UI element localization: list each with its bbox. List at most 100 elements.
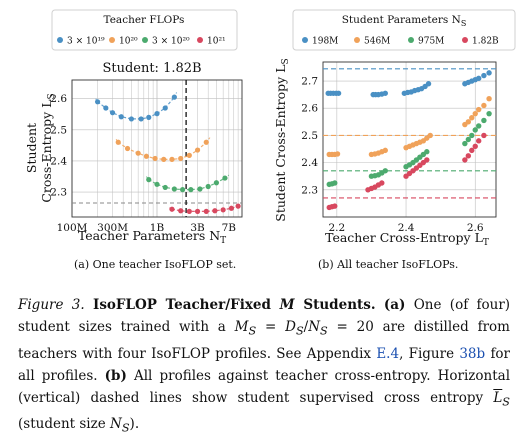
left-y-label-line2: Cross-Entropy LS [39,93,57,202]
left-x-tick-label: 1B [150,222,165,234]
left-point-1 [152,155,158,162]
right-point-3 [472,143,478,149]
right-point-0 [382,90,388,96]
right-point-2 [465,136,472,143]
left-point-0 [103,105,109,111]
right-point-1 [486,96,492,102]
left-point-0 [138,116,144,122]
right-y-label: Student Cross-Entropy LS [273,58,291,221]
left-point-0 [118,114,124,120]
right-x-tick-label: 2.2 [328,222,345,234]
right-y-tick-label: 2.5 [301,130,318,142]
left-point-0 [109,110,116,116]
right-point-3 [469,147,475,154]
left-legend-marker-1 [109,37,115,43]
left-point-1 [186,152,192,158]
figure-caption: Figure 3. IsoFLOP Teacher/Fixed M Studen… [18,294,510,440]
left-point-3 [178,208,184,214]
right-point-1 [382,147,388,154]
right-point-3 [481,132,487,139]
left-point-0 [128,116,135,122]
left-plot-area: 2.3 2.4 2.5 2.6 100M 300M 1B 3B 7B [50,79,243,234]
left-point-1 [194,147,201,153]
right-point-1 [472,110,478,117]
right-point-1 [427,132,433,139]
left-y-tick-label: 2.6 [50,93,67,105]
right-legend-label-1: 546M [364,37,390,47]
left-point-1 [161,156,167,162]
right-legend-label-3: 1.82B [472,37,499,47]
left-point-3 [203,208,209,214]
left-point-3 [194,208,201,214]
left-point-1 [169,156,175,162]
right-y-tick-label: 2.6 [301,103,318,115]
right-x-tick-label: 2.6 [467,222,484,234]
right-point-0 [481,72,487,79]
left-x-label: Teacher Parameters NT [78,228,226,246]
right-point-0 [425,81,432,87]
left-point-2 [205,183,211,190]
left-legend: Teacher FLOPs 3 × 10¹⁹ 10²⁰ 3 × 10²⁰ 10²… [51,9,238,51]
left-point-2 [162,184,168,191]
left-legend-label-3: 10²¹ [207,37,226,47]
left-point-3 [235,203,241,209]
right-point-1 [469,115,475,121]
right-point-1 [476,106,482,113]
left-y-label-line1: Student [24,123,39,173]
right-point-1 [481,102,487,109]
left-point-2 [171,186,177,192]
left-point-1 [143,153,149,159]
figure-link[interactable]: 38b [459,345,486,362]
caption-title: IsoFLOP Teacher/Fixed M Students. [93,297,376,313]
left-point-0 [162,105,168,111]
left-legend-marker-3 [197,37,203,43]
right-point-2 [332,180,338,186]
right-point-3 [332,203,338,209]
left-legend-label-2: 3 × 10²⁰ [152,37,190,47]
left-legend-marker-2 [142,37,148,43]
appendix-link[interactable]: E.4 [376,345,400,362]
caption-b-text: All profiles against teacher cross-entro… [18,367,511,436]
right-x-tick-label: 2.4 [398,222,415,234]
left-x-tick-label: 7B [222,222,237,234]
right-y-tick-label: 2.4 [301,157,318,169]
right-point-2 [486,110,492,117]
left-point-3 [220,207,226,213]
right-point-1 [465,119,472,125]
left-legend-label-1: 10²⁰ [119,37,138,47]
left-series-curve [148,177,226,191]
left-y-tick-label: 2.4 [50,155,67,167]
right-legend-marker-1 [354,37,360,43]
right-plot-area: 2.2 2.4 2.6 2.3 2.4 2.5 2.6 2.7 [301,61,497,234]
left-point-0 [146,114,152,120]
left-point-3 [212,208,218,214]
right-point-2 [481,117,487,124]
right-legend-title: Student Parameters NS [342,14,467,28]
left-point-2 [154,181,160,187]
right-subcaption: (b) All teacher IsoFLOPs. [318,258,459,271]
right-y-tick-label: 2.3 [301,184,318,196]
right-legend-label-2: 975M [418,37,444,47]
right-axes-frame [322,61,497,218]
left-point-2 [222,175,228,181]
right-legend-marker-2 [408,37,414,43]
left-y-tick-label: 2.5 [50,124,67,136]
right-legend: Student Parameters NS 198M 546M 975M 1.8… [292,9,516,51]
left-point-2 [213,180,220,186]
right-point-2 [469,132,475,139]
left-point-2 [197,186,203,192]
left-point-3 [169,206,175,212]
left-subcaption: (a) One teacher IsoFLOP set. [74,258,237,271]
left-point-0 [154,111,160,117]
right-point-3 [476,138,482,144]
right-point-3 [424,157,430,163]
right-legend-marker-3 [462,37,468,43]
left-point-1 [203,139,209,145]
left-plot-title: Student: 1.82B [102,61,201,76]
right-point-2 [476,123,482,129]
left-point-0 [94,99,101,105]
left-point-3 [186,208,192,214]
right-point-0 [335,90,342,96]
left-point-0 [171,94,177,100]
left-point-2 [146,177,152,183]
